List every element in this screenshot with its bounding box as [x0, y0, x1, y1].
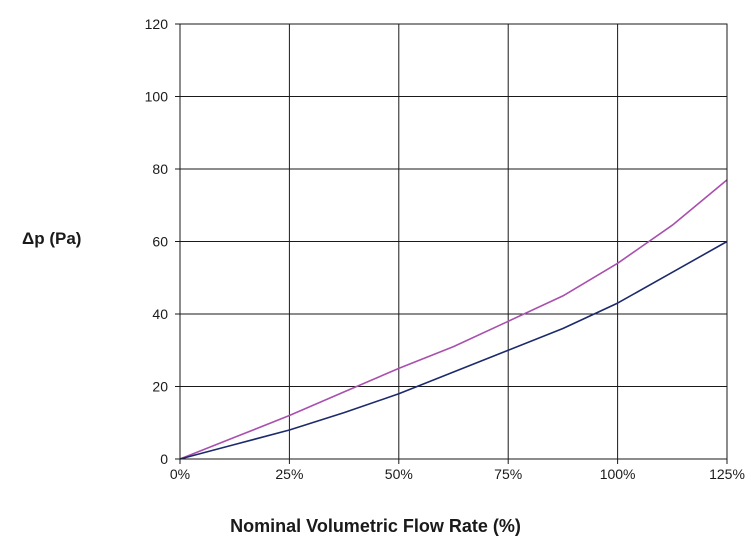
x-tick-label: 125%: [709, 466, 745, 482]
y-tick-label: 20: [152, 379, 168, 395]
x-tick-label: 25%: [275, 466, 303, 482]
y-tick-label: 120: [145, 16, 169, 32]
x-tick-label: 100%: [600, 466, 636, 482]
x-axis-label: Nominal Volumetric Flow Rate (%): [230, 516, 521, 536]
y-axis-label: Δp (Pa): [22, 229, 82, 248]
x-tick-label: 50%: [385, 466, 413, 482]
series-line-1: [179, 179, 728, 460]
y-tick-label: 0: [160, 451, 168, 467]
y-tick-label: 100: [145, 89, 169, 105]
y-tick-label: 80: [152, 161, 168, 177]
series-line-2: [179, 240, 728, 460]
x-tick-label: 75%: [494, 466, 522, 482]
y-tick-label: 60: [152, 234, 168, 250]
x-tick-labels: 0% 25% 50% 75% 100% 125%: [170, 466, 745, 482]
series-lines: [179, 179, 728, 460]
x-tick-label: 0%: [170, 466, 190, 482]
y-tick-labels: 0 20 40 60 80 100 120: [145, 16, 169, 467]
y-tick-label: 40: [152, 306, 168, 322]
plot-frame: [179, 23, 728, 460]
